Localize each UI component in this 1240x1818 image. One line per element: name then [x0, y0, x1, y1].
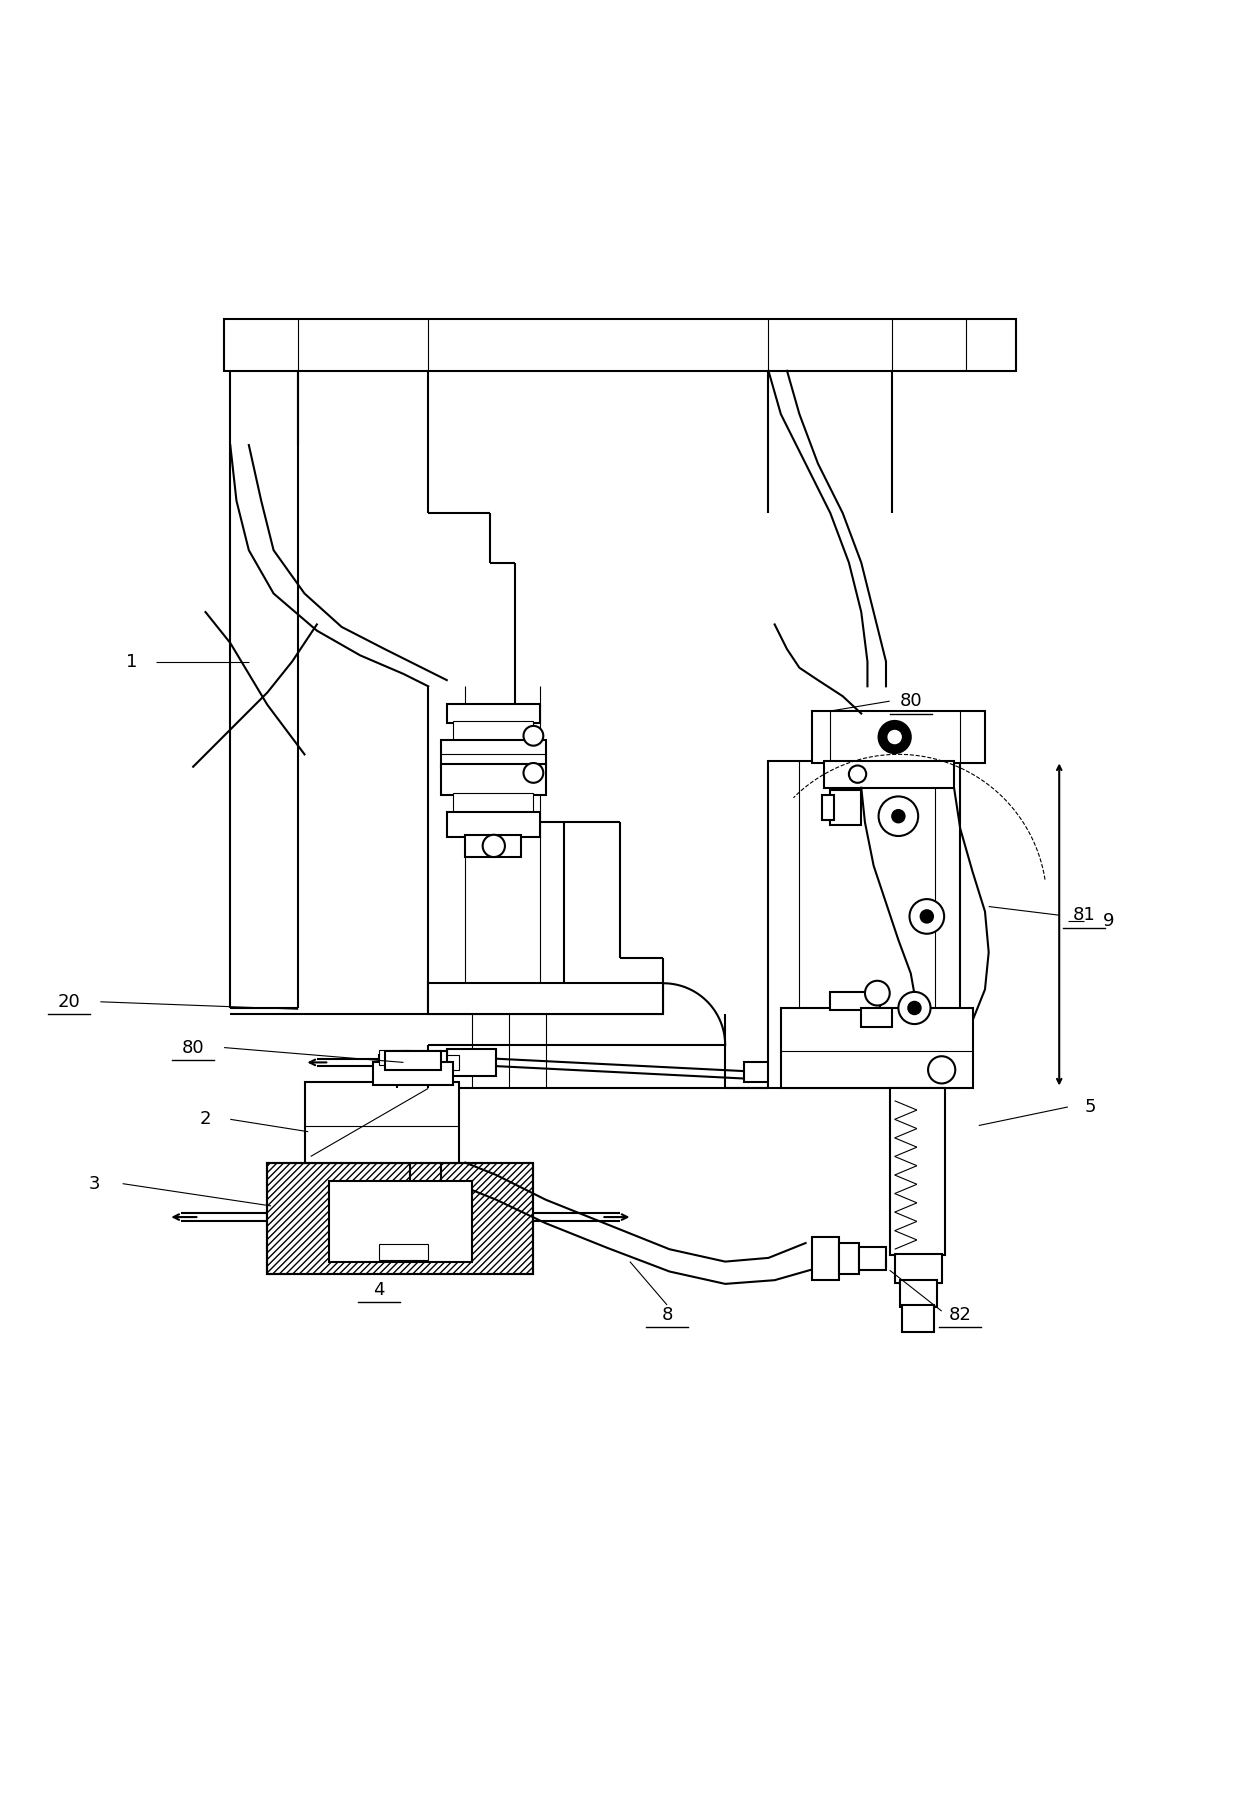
Bar — [446, 704, 539, 724]
Text: 3: 3 — [88, 1174, 100, 1193]
Circle shape — [523, 725, 543, 745]
Text: 1: 1 — [125, 653, 136, 671]
Circle shape — [928, 1056, 955, 1084]
Circle shape — [898, 993, 930, 1024]
Bar — [378, 1244, 428, 1260]
Bar — [890, 1089, 945, 1256]
Bar — [403, 1051, 446, 1074]
Bar — [268, 1164, 533, 1274]
Circle shape — [482, 834, 505, 856]
Bar — [901, 1305, 934, 1333]
Circle shape — [879, 722, 910, 753]
Bar — [769, 760, 960, 1089]
Bar — [775, 1064, 797, 1082]
Bar — [859, 1247, 887, 1271]
Bar — [440, 1054, 459, 1069]
Bar — [895, 1254, 941, 1284]
Bar — [305, 1082, 459, 1164]
Circle shape — [849, 765, 867, 784]
Bar — [465, 834, 521, 856]
Circle shape — [879, 796, 918, 836]
Bar — [781, 1007, 972, 1089]
Circle shape — [866, 980, 890, 1005]
Circle shape — [908, 1002, 920, 1014]
Bar — [831, 791, 862, 825]
Bar — [372, 1062, 453, 1085]
Text: 20: 20 — [58, 993, 81, 1011]
Bar — [440, 764, 546, 794]
Text: 80: 80 — [899, 693, 923, 711]
Bar — [812, 1236, 839, 1280]
Bar — [862, 1007, 893, 1027]
Bar — [378, 1054, 405, 1069]
Bar — [330, 1182, 471, 1262]
Bar — [224, 318, 1016, 371]
Text: 82: 82 — [949, 1305, 972, 1324]
Bar — [446, 1049, 496, 1076]
Circle shape — [909, 900, 944, 934]
Bar — [428, 984, 663, 1014]
Bar — [812, 711, 985, 764]
Text: 4: 4 — [373, 1282, 384, 1300]
Bar — [384, 1051, 440, 1069]
Bar — [744, 1062, 775, 1082]
Bar — [822, 794, 835, 820]
Text: 81: 81 — [1073, 905, 1095, 924]
Bar — [797, 1065, 825, 1078]
Bar — [453, 793, 533, 814]
Circle shape — [893, 811, 904, 822]
Text: 2: 2 — [200, 1111, 211, 1129]
Bar — [839, 1244, 859, 1274]
Text: 80: 80 — [182, 1038, 205, 1056]
Text: 8: 8 — [661, 1305, 673, 1324]
Bar — [825, 760, 954, 787]
Bar — [899, 1280, 936, 1307]
Bar — [831, 993, 880, 1011]
Text: 5: 5 — [1085, 1098, 1096, 1116]
Circle shape — [523, 764, 543, 784]
Circle shape — [920, 911, 932, 922]
Text: 9: 9 — [1102, 913, 1115, 931]
Bar — [268, 1164, 533, 1274]
Circle shape — [889, 731, 900, 744]
Bar — [453, 722, 533, 744]
Bar — [440, 740, 546, 767]
Bar — [378, 1051, 409, 1065]
Bar — [446, 813, 539, 838]
